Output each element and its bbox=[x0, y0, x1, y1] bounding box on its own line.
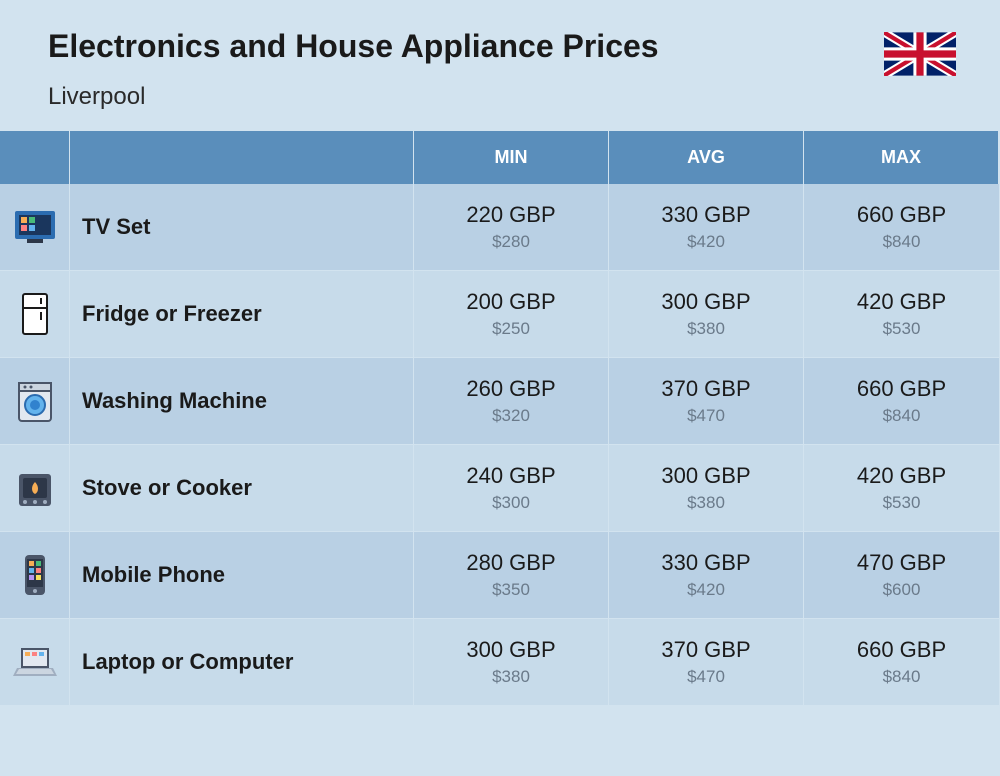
row-name: TV Set bbox=[70, 184, 414, 271]
cell-max: 420 GBP $530 bbox=[804, 271, 999, 358]
price-usd: $470 bbox=[609, 406, 803, 426]
price-usd: $530 bbox=[804, 319, 999, 339]
row-name: Fridge or Freezer bbox=[70, 271, 414, 358]
page-subtitle: Liverpool bbox=[48, 83, 960, 111]
price-usd: $250 bbox=[414, 319, 608, 339]
cell-avg: 300 GBP $380 bbox=[609, 445, 804, 532]
cell-min: 240 GBP $300 bbox=[414, 445, 609, 532]
price-gbp: 300 GBP bbox=[609, 463, 803, 489]
tv-icon bbox=[11, 203, 59, 251]
price-gbp: 660 GBP bbox=[804, 637, 999, 663]
price-gbp: 420 GBP bbox=[804, 289, 999, 315]
cell-min: 260 GBP $320 bbox=[414, 358, 609, 445]
row-name: Mobile Phone bbox=[70, 532, 414, 619]
price-usd: $840 bbox=[804, 667, 999, 687]
row-icon-cell bbox=[0, 445, 70, 532]
price-gbp: 300 GBP bbox=[414, 637, 608, 663]
price-usd: $470 bbox=[609, 667, 803, 687]
col-header-min: MIN bbox=[414, 131, 609, 184]
price-usd: $420 bbox=[609, 580, 803, 600]
row-icon-cell bbox=[0, 358, 70, 445]
price-gbp: 370 GBP bbox=[609, 376, 803, 402]
price-gbp: 280 GBP bbox=[414, 550, 608, 576]
price-usd: $350 bbox=[414, 580, 608, 600]
price-usd: $530 bbox=[804, 493, 999, 513]
row-name: Laptop or Computer bbox=[70, 619, 414, 706]
price-table: MIN AVG MAX TV Set220 GBP$280330 GBP$420… bbox=[0, 131, 999, 706]
header: Electronics and House Appliance Prices L… bbox=[0, 0, 1000, 131]
price-gbp: 330 GBP bbox=[609, 550, 803, 576]
price-gbp: 370 GBP bbox=[609, 637, 803, 663]
cell-min: 220 GBP $280 bbox=[414, 184, 609, 271]
price-usd: $600 bbox=[804, 580, 999, 600]
price-gbp: 240 GBP bbox=[414, 463, 608, 489]
cell-max: 660 GBP $840 bbox=[804, 619, 999, 706]
price-gbp: 330 GBP bbox=[609, 202, 803, 228]
cell-min: 300 GBP $380 bbox=[414, 619, 609, 706]
cell-avg: 370 GBP $470 bbox=[609, 619, 804, 706]
cell-avg: 300 GBP $380 bbox=[609, 271, 804, 358]
price-usd: $380 bbox=[609, 319, 803, 339]
col-header-max: MAX bbox=[804, 131, 999, 184]
row-icon-cell bbox=[0, 271, 70, 358]
laptop-icon bbox=[11, 638, 59, 686]
washing-machine-icon bbox=[11, 377, 59, 425]
price-usd: $840 bbox=[804, 406, 999, 426]
price-gbp: 200 GBP bbox=[414, 289, 608, 315]
col-header-avg: AVG bbox=[609, 131, 804, 184]
col-header-name bbox=[70, 131, 414, 184]
price-gbp: 260 GBP bbox=[414, 376, 608, 402]
price-usd: $420 bbox=[609, 232, 803, 252]
price-gbp: 300 GBP bbox=[609, 289, 803, 315]
cell-max: 660 GBP $840 bbox=[804, 358, 999, 445]
row-icon-cell bbox=[0, 184, 70, 271]
price-gbp: 660 GBP bbox=[804, 202, 999, 228]
cell-max: 420 GBP $530 bbox=[804, 445, 999, 532]
mobile-phone-icon bbox=[11, 551, 59, 599]
cell-max: 660 GBP $840 bbox=[804, 184, 999, 271]
cell-avg: 370 GBP $470 bbox=[609, 358, 804, 445]
price-gbp: 220 GBP bbox=[414, 202, 608, 228]
page-title: Electronics and House Appliance Prices bbox=[48, 28, 960, 65]
price-gbp: 660 GBP bbox=[804, 376, 999, 402]
uk-flag-icon bbox=[884, 32, 956, 76]
price-usd: $300 bbox=[414, 493, 608, 513]
stove-icon bbox=[11, 464, 59, 512]
price-usd: $380 bbox=[609, 493, 803, 513]
fridge-icon bbox=[11, 290, 59, 338]
price-usd: $280 bbox=[414, 232, 608, 252]
cell-avg: 330 GBP $420 bbox=[609, 532, 804, 619]
row-name: Stove or Cooker bbox=[70, 445, 414, 532]
price-gbp: 470 GBP bbox=[804, 550, 999, 576]
price-gbp: 420 GBP bbox=[804, 463, 999, 489]
row-icon-cell bbox=[0, 619, 70, 706]
cell-max: 470 GBP $600 bbox=[804, 532, 999, 619]
col-header-icon bbox=[0, 131, 70, 184]
price-usd: $380 bbox=[414, 667, 608, 687]
cell-min: 200 GBP $250 bbox=[414, 271, 609, 358]
cell-avg: 330 GBP $420 bbox=[609, 184, 804, 271]
cell-min: 280 GBP $350 bbox=[414, 532, 609, 619]
price-usd: $840 bbox=[804, 232, 999, 252]
price-usd: $320 bbox=[414, 406, 608, 426]
row-icon-cell bbox=[0, 532, 70, 619]
row-name: Washing Machine bbox=[70, 358, 414, 445]
